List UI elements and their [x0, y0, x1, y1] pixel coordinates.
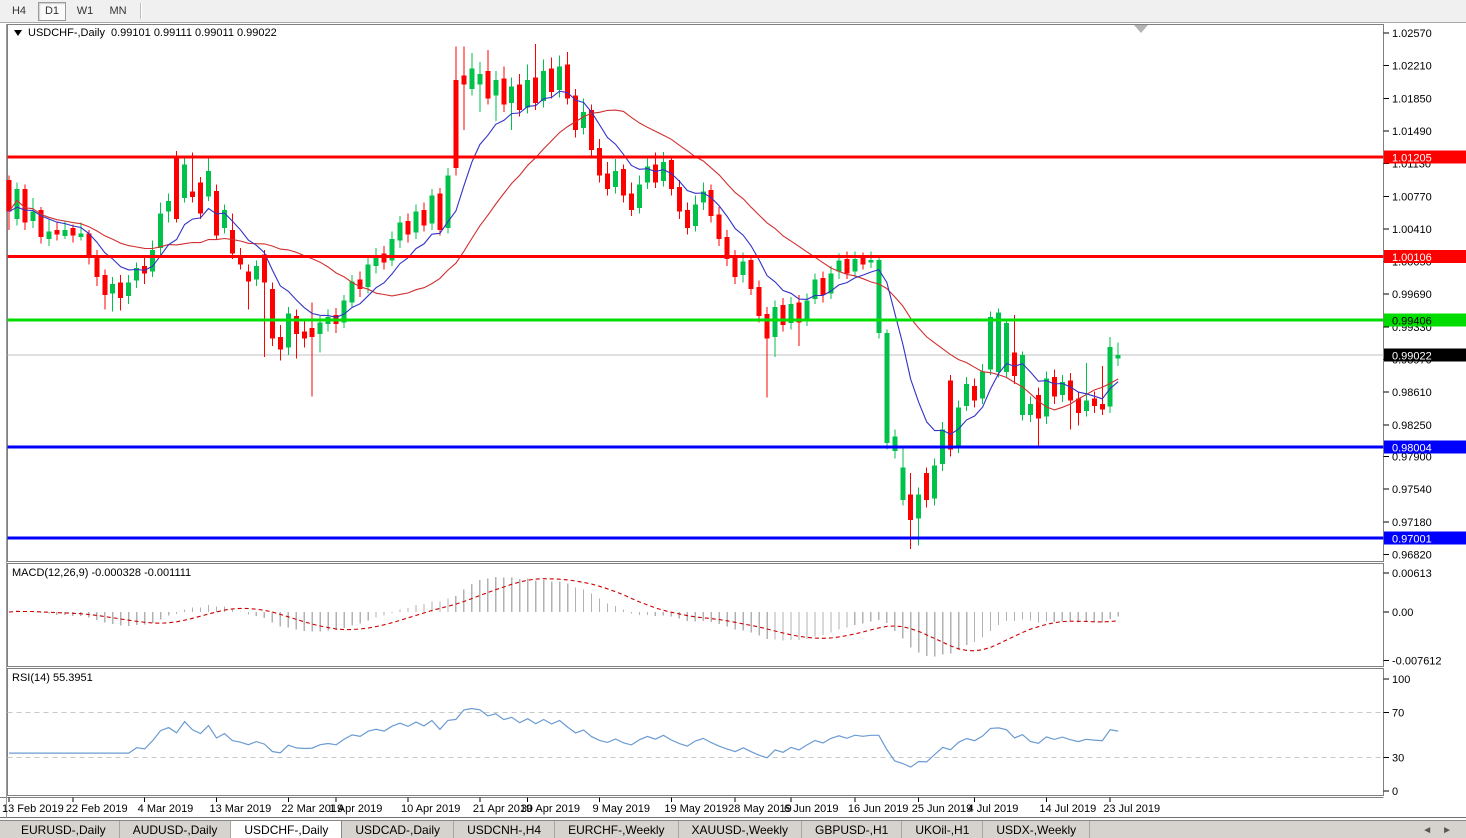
symbol-dropdown-icon[interactable] — [14, 30, 22, 36]
price-axis-tick: 1.02210 — [1392, 61, 1432, 73]
chart-window: 1.02570 1.02210 1.01850 1.01490 1.01130 1.007… — [0, 23, 1466, 819]
svg-text:0.99406: 0.99406 — [1392, 315, 1432, 327]
symbol-tab-xauusd[interactable]: XAUUSD-,Weekly — [678, 821, 802, 838]
price-axis-tick: 0.97180 — [1392, 517, 1432, 529]
symbol-tab-usdcnh[interactable]: USDCNH-,H4 — [454, 821, 556, 838]
price-line-label — [1384, 249, 1466, 263]
chart-shift-marker-icon[interactable] — [1134, 25, 1148, 33]
timeframe-button-h4[interactable]: H4 — [5, 1, 33, 21]
date-axis-label: 1 Apr 2019 — [329, 803, 382, 815]
symbol-tab-eurusd[interactable]: EURUSD-,Daily — [8, 821, 120, 838]
date-axis-label: 9 May 2019 — [593, 803, 650, 815]
svg-text:0.98004: 0.98004 — [1392, 443, 1432, 455]
price-axis-tick: 1.01850 — [1392, 93, 1432, 105]
date-axis-label: 4 Jul 2019 — [968, 803, 1019, 815]
rsi-axis-tick: 100 — [1392, 674, 1410, 686]
tab-scroll-arrows: ◄ ► — [1422, 821, 1466, 838]
symbol-tab-eurchf[interactable]: EURCHF-,Weekly — [555, 821, 679, 838]
symbol-tab-usdchf[interactable]: USDCHF-,Daily — [231, 821, 343, 838]
svg-text:1.00106: 1.00106 — [1392, 252, 1432, 264]
price-line-label — [1384, 348, 1466, 362]
date-axis-label: 25 Jun 2019 — [912, 803, 973, 815]
date-axis-label: 22 Feb 2019 — [66, 803, 128, 815]
date-axis-label: 23 Jul 2019 — [1103, 803, 1160, 815]
rsi-axis-tick: 30 — [1392, 752, 1404, 764]
tabbar-lead-spacer — [0, 821, 8, 838]
date-axis-label: 4 Mar 2019 — [138, 803, 194, 815]
symbol-tab-gbpusd[interactable]: GBPUSD-,H1 — [802, 821, 903, 838]
price-axis-tick: 0.99690 — [1392, 289, 1432, 301]
tab-scroll-left-button[interactable]: ◄ — [1422, 824, 1433, 836]
timeframe-button-d1[interactable]: D1 — [38, 1, 66, 21]
timeframe-button-mn[interactable]: MN — [104, 1, 132, 21]
main-panel — [7, 24, 1384, 562]
price-line-label — [1384, 313, 1466, 327]
price-axis-tick: 0.96820 — [1392, 550, 1432, 562]
svg-text:0.97001: 0.97001 — [1392, 534, 1432, 546]
date-axis-label: 14 Jul 2019 — [1039, 803, 1096, 815]
price-axis-tick: 0.98610 — [1392, 387, 1432, 399]
rsi-indicator-label: RSI(14) 55.3951 — [12, 672, 93, 684]
price-chart-canvas[interactable]: 1.025701.022101.018501.014901.011301.007… — [0, 24, 1466, 819]
svg-text:0.99022: 0.99022 — [1392, 350, 1432, 362]
price-axis-tick: 0.97900 — [1392, 452, 1432, 464]
svg-text:1.01205: 1.01205 — [1392, 152, 1432, 164]
tab-scroll-right-button[interactable]: ► — [1442, 824, 1452, 836]
date-axis-label: 22 Mar 2019 — [281, 803, 343, 815]
date-axis-label: 13 Mar 2019 — [209, 803, 271, 815]
date-axis-label: 13 Feb 2019 — [2, 803, 64, 815]
price-line-label — [1384, 150, 1466, 164]
rsi-axis-tick: 0 — [1392, 786, 1398, 798]
macd-axis-tick: -0.007612 — [1392, 655, 1442, 667]
price-axis-tick: 1.00410 — [1392, 224, 1432, 236]
date-axis-label: 16 Jun 2019 — [848, 803, 909, 815]
price-line-label — [1384, 440, 1466, 454]
macd-axis-tick: 0.00 — [1392, 607, 1413, 619]
price-axis-tick: 1.01490 — [1392, 126, 1432, 138]
date-axis-label: 6 Jun 2019 — [784, 803, 838, 815]
price-axis-tick: 1.00770 — [1392, 191, 1432, 203]
price-line-label — [1384, 531, 1466, 545]
symbol-tab-ukoil[interactable]: UKOil-,H1 — [902, 821, 984, 838]
date-axis-label: 19 May 2019 — [664, 803, 728, 815]
date-axis-label: 30 Apr 2019 — [521, 803, 580, 815]
rsi-panel — [7, 668, 1384, 796]
date-axis-label: 21 Apr 2019 — [473, 803, 532, 815]
toolbar-separator — [140, 3, 142, 19]
chart-title: USDCHF-,Daily 0.99101 0.99111 0.99011 0.… — [14, 27, 277, 39]
symbol-tab-usdx[interactable]: USDX-,Weekly — [983, 821, 1091, 838]
symbol-tab-usdcad[interactable]: USDCAD-,Daily — [342, 821, 455, 838]
date-axis-label: 28 May 2019 — [728, 803, 792, 815]
price-axis-tick: 0.98250 — [1392, 420, 1432, 432]
chart-symbol-label: USDCHF-,Daily — [28, 27, 105, 39]
macd-axis-tick: 0.00613 — [1392, 568, 1432, 580]
macd-indicator-label: MACD(12,26,9) -0.000328 -0.001111 — [12, 567, 192, 579]
symbol-tab-audusd[interactable]: AUDUSD-,Daily — [119, 821, 232, 838]
date-axis-label: 10 Apr 2019 — [401, 803, 460, 815]
timeframe-button-w1[interactable]: W1 — [71, 1, 99, 21]
timeframe-toolbar: H4 D1 W1 MN — [0, 0, 1466, 23]
price-axis-tick: 1.02570 — [1392, 28, 1432, 40]
rsi-axis-tick: 70 — [1392, 708, 1404, 720]
price-axis-tick: 0.97540 — [1392, 484, 1432, 496]
symbol-tab-bar: EURUSD-,Daily AUDUSD-,Daily USDCHF-,Daily U… — [0, 820, 1466, 838]
chart-ohlc-values: 0.99101 0.99111 0.99011 0.99022 — [111, 27, 277, 39]
